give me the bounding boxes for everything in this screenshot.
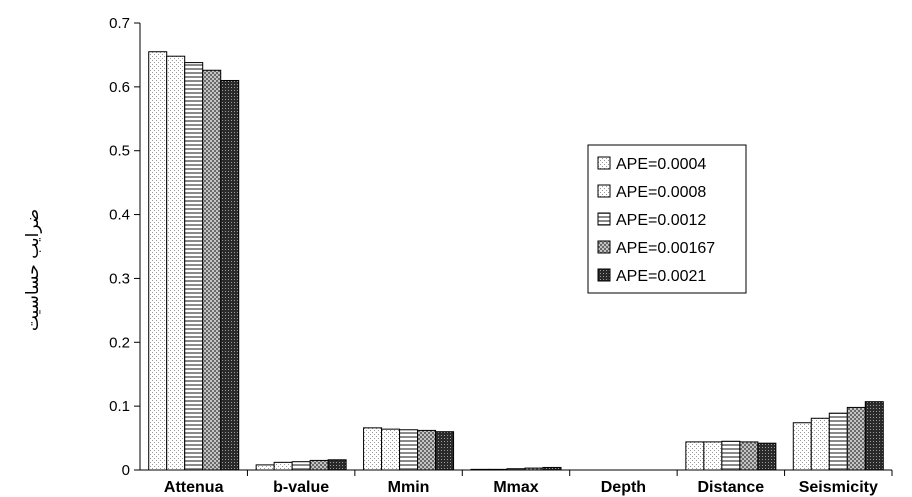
bar xyxy=(703,441,723,471)
legend-label: APE=0.0021 xyxy=(616,268,706,285)
y-tick-label: 0.3 xyxy=(109,270,130,287)
x-tick-label: Seismicity xyxy=(799,479,878,496)
bar xyxy=(184,62,204,471)
y-tick-label: 0.2 xyxy=(109,334,130,351)
bar xyxy=(435,431,455,471)
bar xyxy=(846,406,866,471)
bar xyxy=(757,442,777,471)
x-tick-label: Mmax xyxy=(493,479,538,496)
legend-box xyxy=(587,144,747,294)
x-tick-label: Attenua xyxy=(164,479,224,496)
bar xyxy=(864,401,884,471)
bar xyxy=(363,427,383,471)
y-tick-label: 0.1 xyxy=(109,398,130,415)
legend: APE=0.0004 APE=0.0008 APE=0.0012 APE=0.0016… xyxy=(587,144,747,294)
bar xyxy=(220,79,240,471)
x-tick-label: b-value xyxy=(273,479,329,496)
legend-swatch xyxy=(597,268,611,282)
x-tick-label: Depth xyxy=(601,479,646,496)
bar xyxy=(792,422,812,471)
bar xyxy=(721,440,741,471)
bar xyxy=(255,464,275,471)
bar xyxy=(309,459,329,471)
legend-swatch xyxy=(597,156,611,170)
plot-area: 0 0.1 0.2 0.3 0.4 0.5 0.6 0.7 Attenua b-value Mmin… xyxy=(109,15,893,496)
bar xyxy=(327,459,347,471)
bar xyxy=(470,468,490,471)
bar xyxy=(524,467,544,471)
bar xyxy=(506,468,526,471)
bar xyxy=(488,468,508,471)
legend-label: APE=0.0012 xyxy=(616,212,706,229)
bar xyxy=(828,412,848,471)
y-tick-label: 0 xyxy=(122,462,130,479)
legend-swatch xyxy=(597,240,611,254)
y-tick-label: 0.5 xyxy=(109,143,130,160)
y-axis-label: ضرایب حساسیت xyxy=(23,209,43,331)
bar xyxy=(739,441,759,471)
y-tick-label: 0.6 xyxy=(109,79,130,96)
bar xyxy=(381,428,401,471)
bar xyxy=(273,461,293,471)
bar xyxy=(417,429,437,471)
legend-swatch xyxy=(597,212,611,226)
x-tick-label: Distance xyxy=(698,479,765,496)
y-tick-label: 0.4 xyxy=(109,207,130,224)
legend-label: APE=0.00167 xyxy=(616,240,715,257)
y-tick-label: 0.7 xyxy=(109,15,130,32)
bar xyxy=(202,69,222,471)
bar xyxy=(542,466,562,471)
legend-label: APE=0.0008 xyxy=(616,184,706,201)
bar xyxy=(291,461,311,471)
bar xyxy=(399,429,419,471)
x-tick-label: Mmin xyxy=(388,479,430,496)
bar xyxy=(148,51,168,471)
bar xyxy=(166,55,186,471)
bar xyxy=(810,417,830,471)
bar xyxy=(685,441,705,471)
legend-label: APE=0.0004 xyxy=(616,156,706,173)
legend-swatch xyxy=(597,184,611,198)
